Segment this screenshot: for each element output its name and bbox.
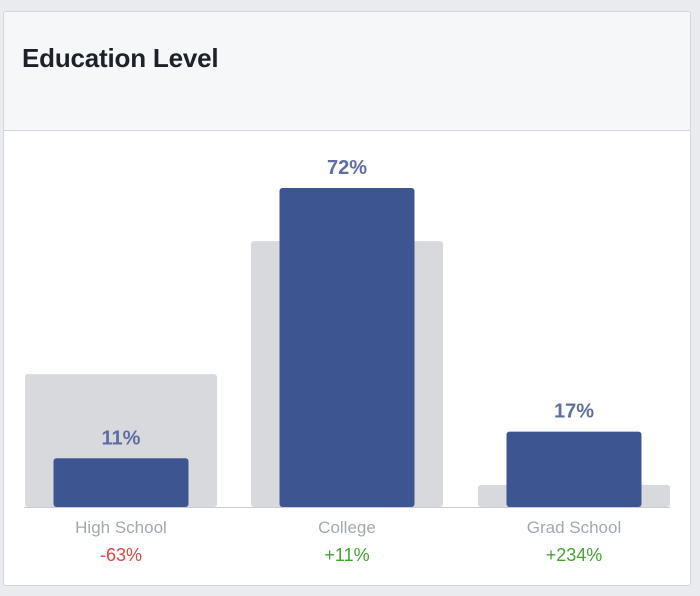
value-bar-high-school — [53, 458, 189, 507]
value-bar-grad-school — [506, 431, 642, 507]
value-label-college: 72% — [327, 157, 367, 179]
change-label-high-school: -63% — [100, 545, 142, 565]
value-bar-college — [279, 188, 415, 507]
change-label-college: +11% — [324, 545, 369, 565]
change-label-grad-school: +234% — [546, 545, 603, 565]
value-label-grad-school: 17% — [554, 401, 594, 423]
category-label-grad-school: Grad School — [527, 518, 622, 537]
education-level-card: Education Level 11% High School -63% 72% Col… — [3, 11, 691, 586]
chart-svg: 11% High School -63% 72% College +11% 17% Grad … — [24, 157, 670, 565]
value-label-high-school: 11% — [102, 427, 141, 449]
category-label-high-school: High School — [75, 518, 167, 537]
card-header: Education Level — [4, 12, 690, 131]
education-chart: 11% High School -63% 72% College +11% 17% Grad … — [4, 131, 690, 585]
card-title: Education Level — [22, 43, 219, 73]
category-label-college: College — [318, 518, 376, 537]
